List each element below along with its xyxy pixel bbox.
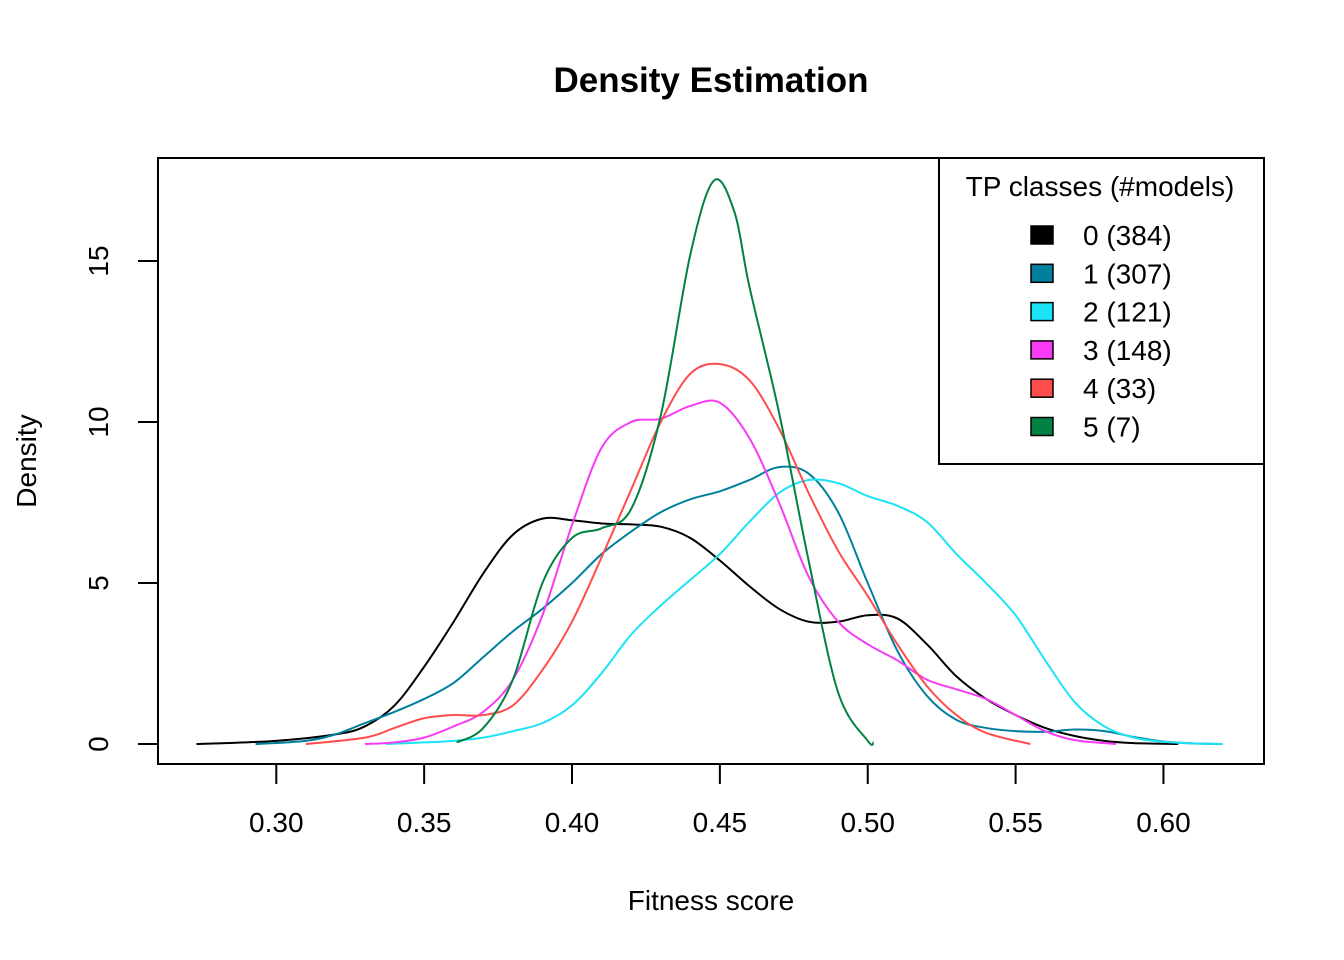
chart-title: Density Estimation bbox=[553, 61, 868, 100]
series-layer bbox=[196, 178, 1223, 746]
x-tick-label: 0.50 bbox=[840, 807, 895, 838]
x-tick-label: 0.45 bbox=[693, 807, 748, 838]
legend-label-4: 4 (33) bbox=[1083, 373, 1156, 404]
legend-items: 0 (384) 1 (307) 2 (121) 3 (148) 4 (33) 5 (7) bbox=[1030, 220, 1172, 443]
y-tick-label: 5 bbox=[83, 575, 114, 591]
x-tick-label: 0.60 bbox=[1136, 807, 1191, 838]
y-axis-label: Density bbox=[11, 414, 42, 507]
legend-swatch-4 bbox=[1030, 378, 1054, 398]
x-tick-label: 0.30 bbox=[249, 807, 304, 838]
legend-label-1: 1 (307) bbox=[1083, 258, 1172, 289]
density-line-2 bbox=[385, 478, 1223, 746]
legend-label-3: 3 (148) bbox=[1083, 335, 1172, 366]
legend-swatch-3 bbox=[1030, 340, 1054, 360]
density-line-0 bbox=[196, 516, 1179, 746]
density-line-3 bbox=[364, 399, 1117, 746]
legend: TP classes (#models) 0 (384) 1 (307) 2 (12… bbox=[938, 157, 1265, 465]
x-axis-label: Fitness score bbox=[628, 885, 795, 916]
x-tick-label: 0.40 bbox=[545, 807, 600, 838]
x-tick-label: 0.55 bbox=[988, 807, 1043, 838]
legend-box bbox=[938, 157, 1265, 465]
x-axis: 0.30 0.35 0.40 0.45 0.50 0.55 0.60 bbox=[249, 763, 1191, 838]
legend-swatch-2 bbox=[1030, 301, 1054, 322]
legend-label-2: 2 (121) bbox=[1083, 297, 1172, 328]
legend-label-5: 5 (7) bbox=[1083, 412, 1141, 443]
density-line-4 bbox=[305, 362, 1031, 746]
legend-swatch-0 bbox=[1030, 225, 1054, 245]
y-tick-label: 10 bbox=[83, 406, 114, 437]
x-tick-label: 0.35 bbox=[397, 807, 452, 838]
y-tick-label: 15 bbox=[83, 245, 114, 276]
density-line-5 bbox=[456, 178, 875, 746]
y-tick-label: 0 bbox=[83, 736, 114, 752]
y-axis: 0 5 10 15 bbox=[83, 245, 159, 752]
legend-swatch-5 bbox=[1030, 416, 1054, 437]
legend-swatch-1 bbox=[1030, 263, 1054, 284]
density-line-1 bbox=[255, 465, 1223, 746]
legend-label-0: 0 (384) bbox=[1083, 220, 1172, 251]
legend-title: TP classes (#models) bbox=[966, 171, 1235, 202]
